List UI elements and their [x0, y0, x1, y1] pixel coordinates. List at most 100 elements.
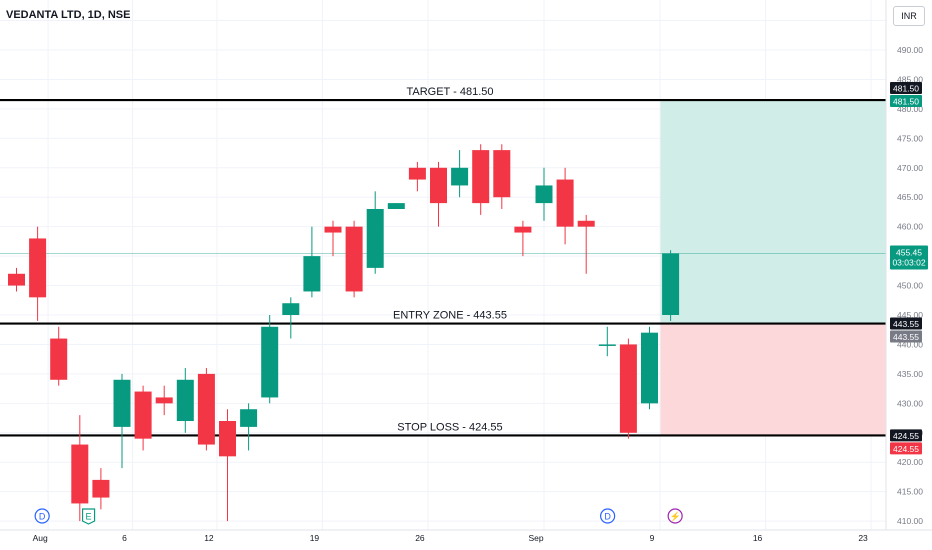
- candle: [50, 326, 68, 386]
- candle: [556, 167, 574, 245]
- entry-axis-badge-secondary: 443.55: [890, 330, 922, 343]
- candle: [514, 220, 532, 257]
- candle-body: [598, 344, 616, 346]
- dividend-marker-circle: [600, 508, 616, 524]
- current-price-countdown: 03:03:02: [892, 257, 925, 267]
- candle-body: [8, 273, 25, 286]
- y-tick-label: 470.00: [897, 163, 923, 173]
- stop-loss-axis-badge: 424.55: [890, 429, 922, 442]
- candle: [535, 167, 553, 221]
- candle: [8, 267, 25, 292]
- x-tick-label: 16: [753, 533, 763, 543]
- candle-body: [662, 253, 680, 315]
- y-tick-label: 415.00: [897, 487, 923, 497]
- x-tick-label: 26: [415, 533, 425, 543]
- y-tick-label: 490.00: [897, 45, 923, 55]
- y-tick-label: 445.00: [897, 310, 923, 320]
- x-tick-label: 19: [310, 533, 320, 543]
- target-axis-badge-secondary-bg: [890, 95, 922, 108]
- x-tick-label: 12: [204, 533, 214, 543]
- y-tick-label: 430.00: [897, 398, 923, 408]
- y-tick-label: 435.00: [897, 369, 923, 379]
- candle-body: [261, 326, 279, 398]
- entry-axis-badge-bg: [890, 317, 922, 330]
- x-tick-label: Sep: [528, 533, 543, 543]
- candle: [92, 468, 110, 510]
- candle-body: [113, 379, 131, 427]
- earnings-marker-shape: [81, 508, 96, 525]
- stop-loss-label: STOP LOSS - 424.55: [397, 421, 502, 433]
- candle: [324, 220, 342, 257]
- stop-loss-axis-badge-secondary: 424.55: [890, 442, 922, 455]
- candle: [577, 214, 595, 274]
- dividend-marker-letter: D: [39, 512, 46, 522]
- candle: [261, 315, 279, 404]
- y-tick-label: 420.00: [897, 457, 923, 467]
- y-tick-label: 480.00: [897, 104, 923, 114]
- candle: [113, 373, 131, 469]
- candle-body: [92, 479, 110, 498]
- candle: [430, 161, 447, 227]
- target-axis-badge-text: 481.50: [893, 84, 919, 94]
- candle-body: [282, 303, 300, 315]
- x-tick-label: 9: [650, 533, 655, 543]
- entry-axis-badge-secondary-text: 443.55: [893, 332, 919, 342]
- candle: [29, 226, 47, 321]
- candle: [366, 191, 384, 274]
- split-event-icon[interactable]: ⚡: [667, 508, 683, 524]
- candle: [451, 150, 469, 198]
- candle: [219, 409, 236, 522]
- y-tick-label: 465.00: [897, 192, 923, 202]
- target-label: TARGET - 481.50: [406, 86, 493, 98]
- target-axis-badge-secondary: 481.50: [890, 95, 922, 108]
- candle-body: [29, 238, 47, 298]
- candle-body: [619, 344, 637, 433]
- dividend-event-icon[interactable]: D: [34, 508, 50, 524]
- stop-loss-axis-badge-secondary-text: 424.55: [893, 444, 919, 454]
- currency-button[interactable]: INR: [893, 6, 925, 26]
- entry-axis-badge-text: 443.55: [893, 319, 919, 329]
- candle-body: [197, 373, 215, 445]
- candle: [619, 338, 637, 439]
- candle-body: [134, 391, 152, 439]
- candle: [408, 161, 426, 192]
- candle-body: [366, 209, 384, 268]
- y-tick-label: 475.00: [897, 133, 923, 143]
- entry-label: ENTRY ZONE - 443.55: [393, 310, 507, 322]
- y-tick-label: 460.00: [897, 222, 923, 232]
- time-axis: Aug6121926Sep9162326: [0, 529, 932, 543]
- stop-loss-axis-badge-text: 424.55: [893, 431, 919, 441]
- entry-axis-badge-secondary-bg: [890, 330, 922, 343]
- dividend-marker-letter: D: [604, 512, 611, 522]
- candle: [472, 144, 490, 215]
- candle-body: [240, 409, 258, 427]
- x-tick-label: 23: [858, 533, 868, 543]
- candle-body: [345, 226, 363, 292]
- symbol-title[interactable]: VEDANTA LTD, 1D, NSE: [6, 9, 131, 21]
- y-tick-label: 410.00: [897, 516, 923, 526]
- earnings-marker-letter: E: [86, 512, 92, 522]
- earnings-event-icon[interactable]: E: [81, 508, 96, 525]
- target-axis-badge-secondary-text: 481.50: [893, 97, 919, 107]
- candle-body: [472, 150, 490, 204]
- candle: [197, 368, 215, 451]
- candles: [8, 144, 680, 522]
- current-price-badge-bg: [890, 245, 928, 270]
- candle: [662, 250, 680, 321]
- candle-body: [219, 421, 236, 457]
- candle-body: [176, 379, 194, 421]
- candle-body: [324, 226, 342, 233]
- candle-body: [430, 167, 447, 204]
- candle-body: [535, 185, 553, 204]
- y-tick-label: 485.00: [897, 74, 923, 84]
- candle-body: [451, 167, 469, 186]
- candle-body: [408, 167, 426, 180]
- candle-body: [514, 226, 532, 233]
- candle-body: [641, 332, 658, 404]
- candle: [303, 226, 321, 298]
- loss-zone: [660, 323, 886, 436]
- dividend-event-icon[interactable]: D: [600, 508, 616, 524]
- candle: [176, 368, 194, 433]
